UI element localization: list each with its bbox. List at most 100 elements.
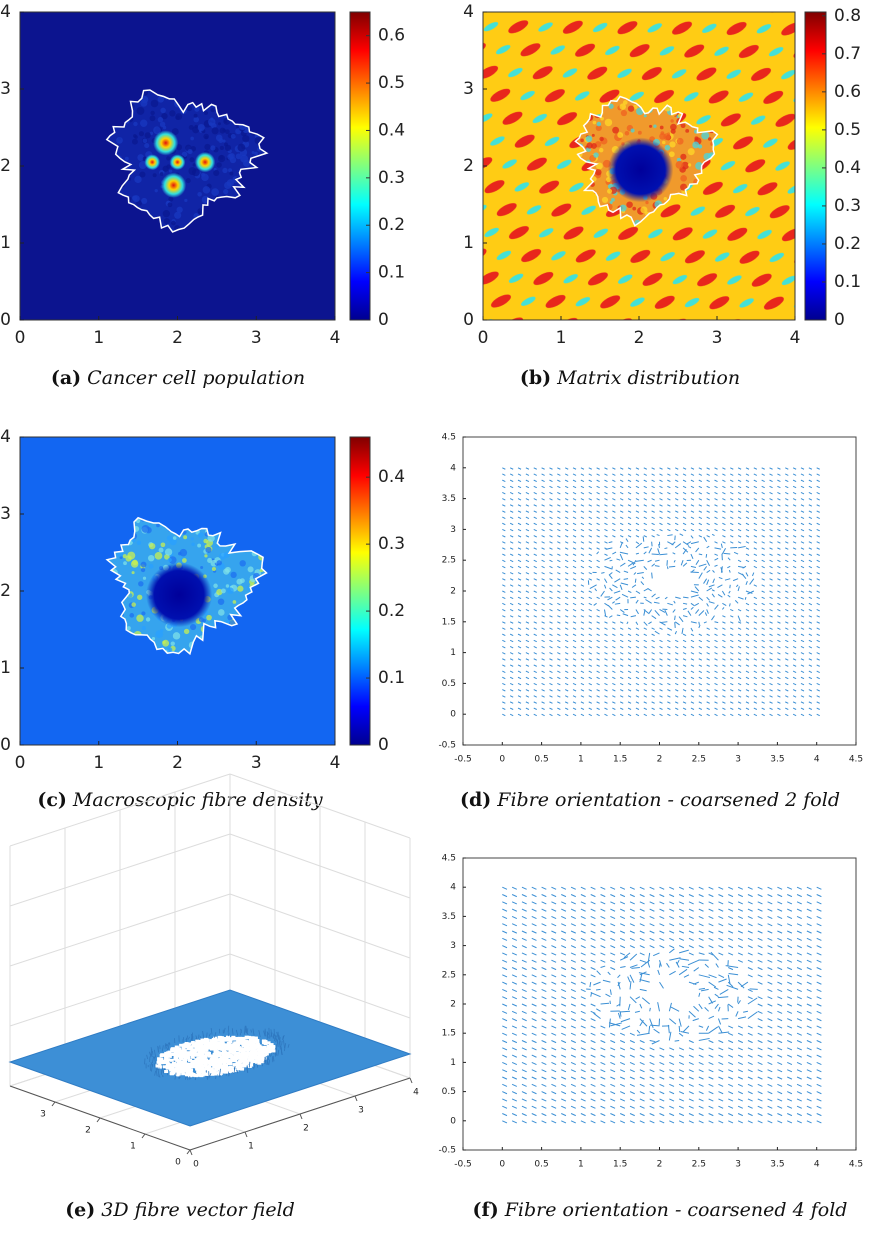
y-tick-label: 0 [175, 1158, 181, 1168]
vector [754, 609, 757, 610]
vector [709, 1114, 714, 1116]
vector [644, 708, 647, 709]
vector [510, 690, 513, 691]
vector [669, 1048, 674, 1050]
vector [660, 1055, 665, 1057]
vector [650, 1099, 655, 1101]
vector [542, 1026, 547, 1028]
gap [228, 1040, 232, 1043]
vector [801, 683, 804, 684]
vector [610, 938, 615, 940]
vector [699, 1055, 704, 1057]
vector [785, 548, 788, 549]
vector [770, 523, 773, 524]
vector [712, 594, 714, 597]
vector [770, 560, 773, 561]
vector [551, 1092, 556, 1094]
texture-dot [692, 142, 699, 149]
vector [573, 690, 576, 691]
vector [793, 634, 796, 635]
vector [727, 566, 730, 567]
vector [699, 625, 700, 628]
vector [809, 653, 812, 654]
vector [612, 696, 615, 697]
vector [571, 1011, 576, 1013]
vector [738, 646, 741, 647]
vector [777, 554, 780, 555]
vector [669, 916, 674, 918]
x-tick-label: 4 [790, 328, 801, 348]
texture-dot [670, 119, 673, 122]
vector [675, 474, 678, 475]
vector [793, 696, 796, 697]
colorbar-tick-label: 0.2 [378, 601, 405, 621]
vector [597, 597, 600, 598]
vector [534, 511, 537, 512]
texture-dot [632, 207, 636, 211]
y-tick-label: 4 [0, 2, 11, 22]
vector [691, 595, 699, 597]
vector [522, 909, 527, 911]
vector [622, 1026, 630, 1030]
vector [762, 603, 765, 604]
vector [682, 966, 689, 967]
vector [715, 523, 718, 524]
vector [762, 566, 765, 567]
vector [502, 1041, 507, 1043]
vector [691, 536, 693, 539]
vector [604, 566, 611, 569]
vector [626, 539, 628, 542]
texture-dot [206, 615, 212, 621]
vector [542, 909, 547, 911]
vector [597, 474, 600, 475]
vector [581, 931, 586, 933]
vector [738, 659, 741, 660]
vector [597, 511, 600, 512]
vector [637, 1030, 640, 1033]
vector [502, 585, 505, 586]
vector [704, 537, 707, 542]
vector [542, 924, 547, 926]
vector [549, 511, 552, 512]
vector [649, 548, 652, 553]
vector [557, 653, 560, 654]
y-tick-label: 3 [463, 79, 474, 99]
vector [785, 714, 788, 715]
vector [718, 1048, 723, 1050]
vector [532, 909, 537, 911]
vector [526, 597, 529, 598]
vector [518, 628, 521, 629]
vector [581, 542, 584, 543]
vector [695, 587, 699, 591]
vector [691, 542, 699, 544]
vector [770, 468, 773, 469]
gap [253, 1047, 257, 1050]
x-tick-label: 0 [15, 753, 26, 773]
vector [715, 511, 718, 512]
vector [565, 560, 568, 561]
vector [601, 887, 606, 889]
vector [581, 1004, 586, 1006]
hot-spot [170, 154, 186, 170]
vector [667, 499, 670, 500]
vector [636, 683, 639, 684]
x-tick-label: 4 [413, 1088, 419, 1098]
vector [626, 545, 628, 548]
vector [512, 902, 517, 904]
vector [801, 609, 804, 610]
vector [522, 1106, 527, 1108]
vector [542, 1004, 547, 1006]
vector [777, 653, 780, 654]
vector [551, 1084, 556, 1086]
y-tick-label: 1 [0, 233, 11, 253]
vector [591, 1092, 596, 1094]
vector [610, 1099, 615, 1101]
vector [551, 1019, 556, 1021]
vector [532, 968, 537, 970]
vector [785, 659, 788, 660]
vector [746, 517, 749, 518]
vector [557, 702, 560, 703]
texture-dot [132, 139, 138, 145]
vector [581, 690, 584, 691]
